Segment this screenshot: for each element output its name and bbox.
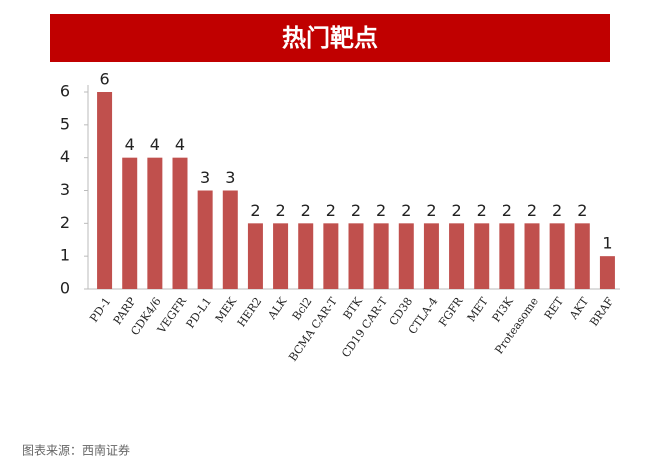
y-tick-label: 3 — [60, 180, 70, 199]
x-tick-label: AKT — [566, 294, 591, 322]
data-label: 2 — [401, 201, 411, 220]
bar — [172, 157, 188, 289]
y-tick-label: 2 — [60, 213, 70, 232]
bar — [373, 223, 389, 289]
data-label: 2 — [426, 201, 436, 220]
x-tick-label: BRAF — [587, 295, 616, 329]
y-tick-label: 5 — [60, 114, 70, 133]
title-banner — [50, 14, 610, 62]
bar — [298, 223, 314, 289]
bar — [524, 223, 540, 289]
x-tick-label: HER2 — [235, 295, 265, 329]
data-label: 2 — [275, 201, 285, 220]
bar — [147, 157, 163, 289]
data-label: 2 — [552, 201, 562, 220]
data-label: 2 — [250, 201, 260, 220]
data-label: 2 — [351, 201, 361, 220]
bar — [348, 223, 364, 289]
y-tick-label: 1 — [60, 246, 70, 265]
data-label: 2 — [451, 201, 461, 220]
bar — [549, 223, 565, 289]
data-label: 2 — [527, 201, 537, 220]
bar — [197, 190, 213, 289]
bar — [574, 223, 590, 289]
chart-title: 热门靶点 — [282, 24, 378, 52]
bar — [423, 223, 439, 289]
bar — [499, 223, 515, 289]
bar — [323, 223, 339, 289]
bar — [474, 223, 490, 289]
x-tick-label: Bcl2 — [290, 295, 315, 323]
bar — [599, 256, 615, 289]
x-tick-label: BCMA CAR-T — [286, 294, 340, 363]
y-tick-label: 0 — [60, 279, 70, 298]
x-tick-label: MET — [465, 294, 491, 324]
source-note: 图表来源：西南证券 — [22, 443, 130, 458]
data-label: 2 — [301, 201, 311, 220]
x-tick-label: RET — [542, 294, 567, 321]
bar — [97, 92, 113, 289]
data-label: 4 — [125, 135, 135, 154]
bar — [247, 223, 263, 289]
data-label: 4 — [175, 135, 185, 154]
x-tick-label: PD-1 — [87, 295, 113, 325]
bar — [122, 157, 138, 289]
data-label: 2 — [577, 201, 587, 220]
bar — [449, 223, 465, 289]
bar — [398, 223, 414, 289]
y-tick-label: 4 — [60, 147, 70, 166]
data-label: 2 — [326, 201, 336, 220]
bar — [273, 223, 289, 289]
data-label: 2 — [477, 201, 487, 220]
data-label: 2 — [376, 201, 386, 220]
x-tick-label: BTK — [341, 294, 366, 321]
data-label: 4 — [150, 135, 160, 154]
x-tick-label: PD-L1 — [184, 295, 214, 331]
data-label: 6 — [99, 70, 109, 89]
y-tick-label: 6 — [60, 82, 70, 101]
data-label: 3 — [225, 168, 235, 187]
x-tick-label: ALK — [265, 294, 290, 322]
data-label: 2 — [502, 201, 512, 220]
data-label: 3 — [200, 168, 210, 187]
x-tick-label: FGFR — [436, 294, 466, 329]
data-label: 1 — [602, 234, 612, 253]
bar — [222, 190, 238, 289]
